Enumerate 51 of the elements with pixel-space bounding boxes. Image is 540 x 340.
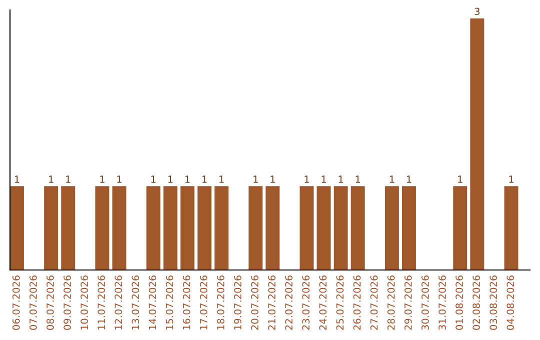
data-label: 1 <box>66 176 70 183</box>
x-tick-label: 19.07.2026 <box>234 275 242 330</box>
data-label: 1 <box>151 176 156 183</box>
data-label: 1 <box>185 176 190 183</box>
x-tick-label: 16.07.2026 <box>182 275 190 330</box>
x-tick-label: 31.07.2026 <box>438 275 446 330</box>
x-tick-label: 26.07.2026 <box>353 275 361 330</box>
x-tick-label: 29.07.2026 <box>404 275 412 330</box>
x-tick-label: 17.07.2026 <box>200 275 208 330</box>
x-tick-label: 25.07.2026 <box>336 275 344 330</box>
data-label: 1 <box>458 176 462 183</box>
x-tick-label: 23.07.2026 <box>302 275 310 330</box>
x-tick-label: 28.07.2026 <box>387 275 395 330</box>
data-label: 1 <box>270 176 275 183</box>
x-tick-label: 10.07.2026 <box>80 275 88 330</box>
x-tick-label: 21.07.2026 <box>268 275 276 330</box>
x-tick-label: 24.07.2026 <box>319 275 327 330</box>
x-tick-label: 03.08.2026 <box>490 275 498 330</box>
data-label: 1 <box>338 176 344 183</box>
data-label: 1 <box>254 176 258 183</box>
x-tick-label: 04.08.2026 <box>506 275 514 330</box>
data-label: 1 <box>406 176 412 183</box>
x-tick-label: 06.07.2026 <box>12 275 20 330</box>
data-label: 1 <box>219 176 224 183</box>
x-tick-label: 12.07.2026 <box>114 275 122 330</box>
data-label: 1 <box>390 176 394 183</box>
x-tick-label: 08.07.2026 <box>46 275 54 330</box>
x-tick-label: 14.07.2026 <box>148 275 156 330</box>
data-label: 1 <box>100 176 104 183</box>
data-label: 1 <box>509 176 514 183</box>
data-label: 1 <box>202 176 207 183</box>
x-tick-label: 30.07.2026 <box>422 275 429 330</box>
data-label: 1 <box>322 176 326 183</box>
x-tick-label: 13.07.2026 <box>132 275 140 330</box>
data-label: 1 <box>49 176 54 183</box>
data-label: 1 <box>356 176 360 183</box>
data-label: 3 <box>474 8 480 16</box>
x-tick-label: 18.07.2026 <box>216 275 224 330</box>
x-tick-label: 09.07.2026 <box>64 275 71 330</box>
data-label: 1 <box>14 176 20 183</box>
x-tick-label: 02.08.2026 <box>472 275 480 330</box>
x-tick-label: 07.07.2026 <box>30 275 37 330</box>
data-label: 1 <box>168 176 173 183</box>
x-tick-label: 27.07.2026 <box>370 275 378 330</box>
x-tick-label: 22.07.2026 <box>285 275 293 330</box>
x-tick-label: 20.07.2026 <box>251 275 258 330</box>
x-tick-label: 01.08.2026 <box>456 275 463 330</box>
data-label: 1 <box>304 176 309 183</box>
x-tick-label: 11.07.2026 <box>98 275 106 330</box>
data-label: 1 <box>117 176 122 183</box>
x-tick-label: 15.07.2026 <box>166 275 174 330</box>
